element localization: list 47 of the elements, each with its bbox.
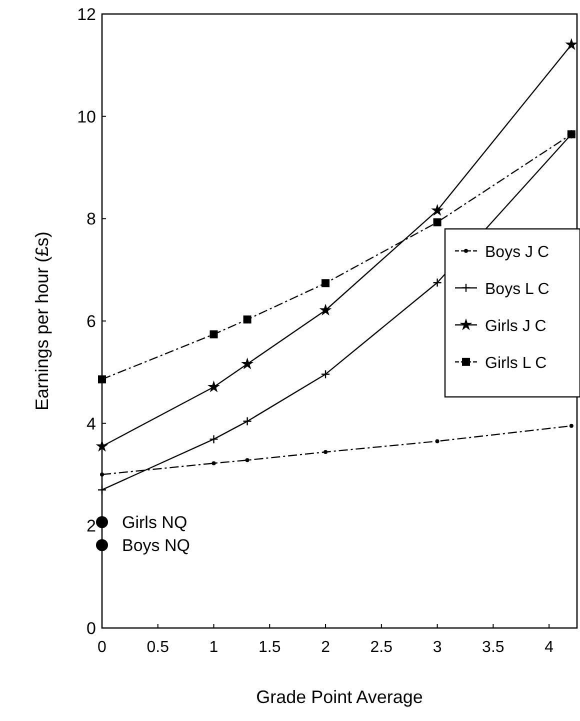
legend-label: Girls J C [485,318,546,335]
point [565,38,578,50]
x-tick-label: 3.5 [482,639,504,656]
point [209,434,218,444]
point [98,375,106,384]
point [212,461,216,466]
point [569,424,574,428]
point [241,357,254,370]
y-tick-label: 8 [86,210,96,229]
point [242,416,252,426]
x-tick-label: 2.5 [370,639,393,656]
legend-label: Boys J C [485,244,550,261]
x-tick-label: 1 [209,639,218,656]
x-tick-label: 0 [98,639,107,656]
point [96,539,108,552]
point [97,485,107,494]
point [210,330,218,338]
x-tick-label: 4 [544,639,554,656]
x-tick-label: 2 [321,639,330,656]
y-tick-label: 10 [77,107,96,126]
point [431,204,444,216]
legend-label: Girls L C [485,354,547,372]
point [320,370,330,379]
y-axis-title: Earnings per hour (£s) [32,231,52,411]
y-tick-label: 4 [86,414,96,434]
point [208,380,220,392]
point [243,315,252,324]
point [322,279,330,288]
y-tick-label: 6 [86,312,96,331]
point [245,458,250,462]
x-axis-title: Grade Point Average [256,687,423,707]
point [433,218,442,226]
x-tick-label: 0.5 [146,639,170,656]
x-tick-label: 1.5 [258,639,281,656]
point [100,472,104,476]
legend-label: Boys L C [485,280,550,298]
y-tick-label: 2 [86,516,96,536]
series-label: Boys NQ [122,536,190,556]
series-label: Girls NQ [122,513,188,532]
point [319,304,332,316]
x-tick-label: 3 [432,639,442,656]
y-tick-label: 12 [77,5,96,24]
point [432,278,442,288]
point [435,439,440,444]
point [324,450,328,454]
point [96,516,108,528]
y-tick-label: 0 [86,619,96,638]
